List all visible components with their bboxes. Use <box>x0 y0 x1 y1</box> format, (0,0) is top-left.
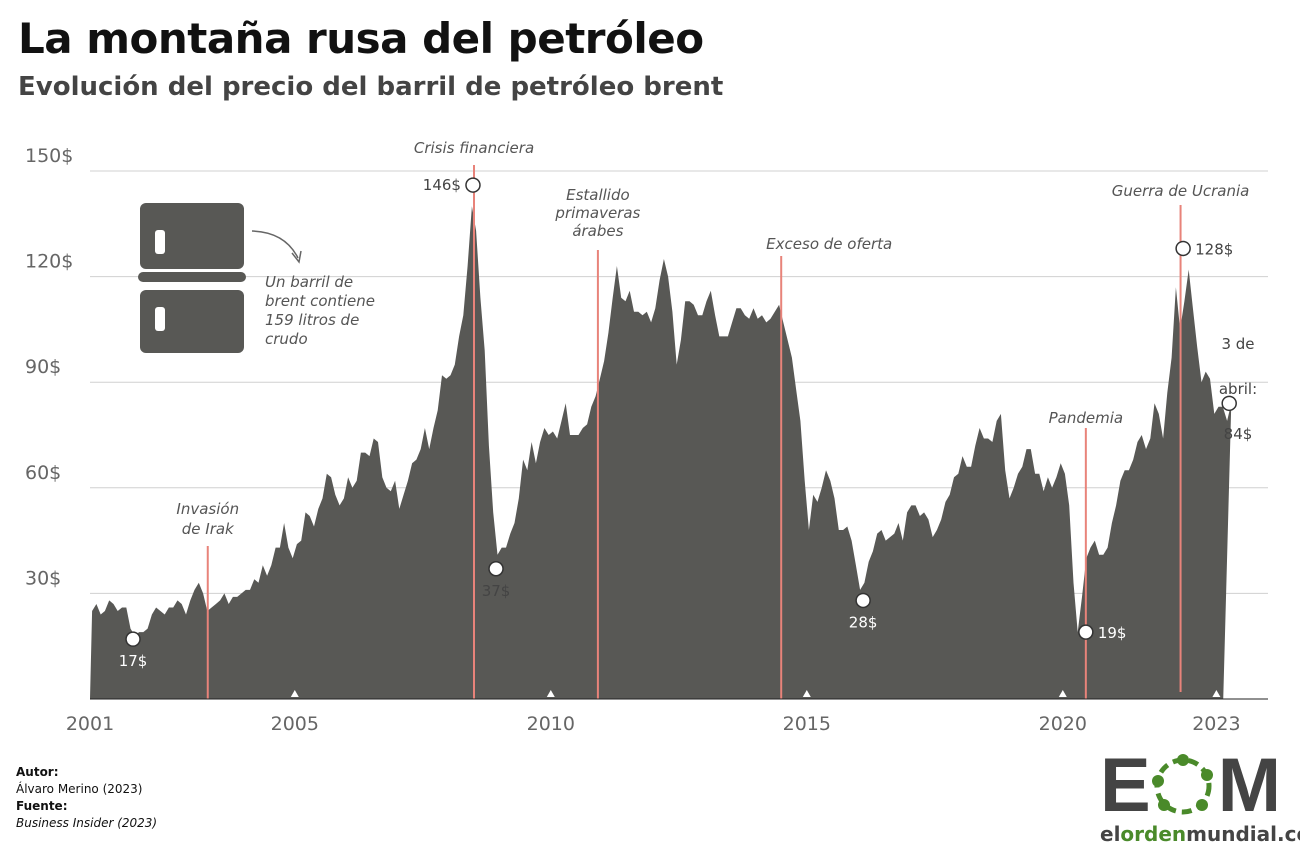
data-point-marker <box>855 592 871 609</box>
arrow-icon <box>251 230 299 259</box>
data-point-label: 19$ <box>1098 624 1127 642</box>
year-tick-marker <box>1058 690 1067 697</box>
author: Álvaro Merino (2023) <box>16 782 143 796</box>
eom-logo: EM elordenmundial.com <box>1100 743 1300 844</box>
year-tick-marker <box>802 690 811 697</box>
x-tick-label: 2001 <box>66 713 114 735</box>
credits: Autor: Álvaro Merino (2023) Fuente: Busi… <box>16 764 157 832</box>
data-point-marker <box>465 177 481 193</box>
data-point-marker <box>488 561 504 577</box>
barrel-note: crudo <box>265 330 308 348</box>
event-label: Guerra de Ucrania <box>1112 182 1250 200</box>
y-tick-label: 60$ <box>25 462 61 484</box>
source-label: Fuente: <box>16 799 68 813</box>
x-tick-label: 2005 <box>271 713 319 735</box>
event-label: Invasión <box>176 500 239 518</box>
event-label: Crisis financiera <box>414 139 534 157</box>
event-label: Exceso de oferta <box>766 235 892 253</box>
x-tick-label: 2020 <box>1039 713 1087 735</box>
data-point-label: 28$ <box>849 613 878 631</box>
barrel-note: Un barril de <box>265 273 353 291</box>
latest-price-label: 3 de|abril:|84$ <box>1218 335 1258 443</box>
data-point-marker <box>1175 240 1191 257</box>
data-point-label: 146$ <box>423 176 461 194</box>
year-tick-marker <box>290 690 299 697</box>
data-point-marker <box>125 631 141 647</box>
x-tick-label: 2010 <box>527 713 575 735</box>
y-tick-label: 30$ <box>25 567 61 589</box>
data-point-marker <box>1078 624 1094 640</box>
data-point-label: 37$ <box>482 582 511 600</box>
event-label: árabes <box>572 222 623 240</box>
barrel-icon <box>138 203 246 353</box>
y-tick-label: 150$ <box>25 145 73 167</box>
y-tick-label: 90$ <box>25 356 61 378</box>
event-label: primaveras <box>554 204 640 222</box>
event-label: Estallido <box>566 186 630 204</box>
page-title: La montaña rusa del petróleo <box>18 14 704 63</box>
price-area <box>90 206 1232 699</box>
y-tick-label: 120$ <box>25 251 73 273</box>
x-tick-label: 2015 <box>783 713 831 735</box>
year-tick-marker <box>546 690 555 697</box>
data-point-label: 17$ <box>119 652 148 670</box>
data-point-marker <box>1221 395 1237 412</box>
source: Business Insider (2023) <box>16 816 158 830</box>
barrel-note: 159 litros de <box>265 311 359 329</box>
x-tick-label: 2023 <box>1192 713 1240 735</box>
year-tick-marker <box>1212 690 1221 697</box>
page-subtitle: Evolución del precio del barril de petró… <box>18 72 724 102</box>
event-label: de Irak <box>182 520 235 538</box>
event-label: Pandemia <box>1049 409 1123 427</box>
author-label: Autor: <box>16 765 59 779</box>
data-point-label: 128$ <box>1195 240 1233 258</box>
logo-url: elordenmundial.com <box>1100 822 1300 844</box>
barrel-note: brent contiene <box>265 292 375 310</box>
